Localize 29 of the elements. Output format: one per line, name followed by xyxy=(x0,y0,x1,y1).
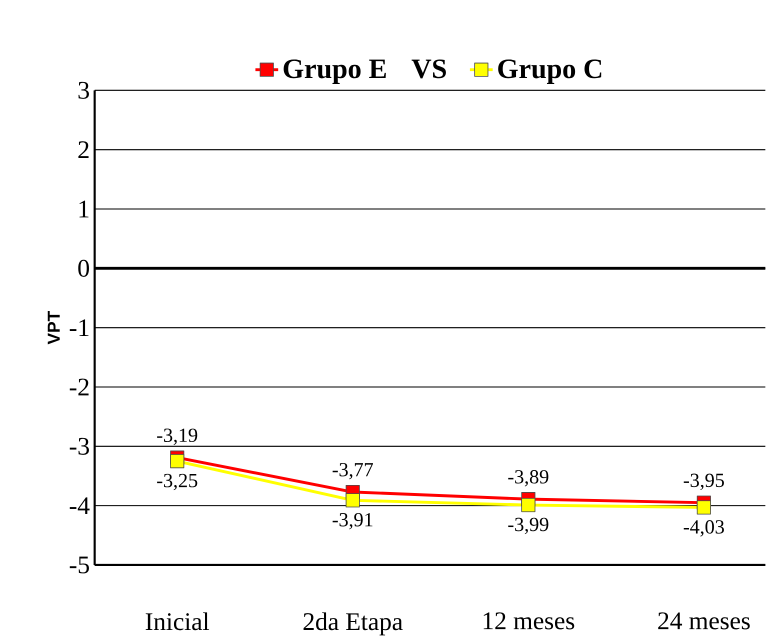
point xyxy=(521,498,536,512)
text: VS xyxy=(412,59,446,78)
y-tick-label: -5 xyxy=(70,556,89,574)
y-tick-label: -1 xyxy=(70,319,88,336)
y-tick-label: -2 xyxy=(70,378,89,396)
point xyxy=(696,500,711,514)
y-tick-label: 3 xyxy=(78,82,89,99)
data-label: -3,19 xyxy=(157,428,198,445)
data-label: -3,99 xyxy=(508,518,548,534)
y-axis-title: VPT xyxy=(48,311,60,344)
legend-label: Grupo C xyxy=(498,59,602,84)
data-label: -3,25 xyxy=(157,474,198,490)
y-tick-label: 2 xyxy=(78,141,89,158)
data-label: -3,89 xyxy=(508,470,548,486)
data-label: -3,77 xyxy=(332,462,373,480)
y-tick-label: -3 xyxy=(70,438,89,455)
data-label: -3,91 xyxy=(332,513,372,530)
x-tick-label: 2da Etapa xyxy=(304,612,403,636)
y-tick-label: 0 xyxy=(78,260,89,277)
y-tick-label: -4 xyxy=(70,497,90,514)
point xyxy=(346,493,360,508)
data-label: -4,03 xyxy=(684,520,724,537)
y-tick-label: 1 xyxy=(80,200,88,218)
x-tick-label: 24 meses xyxy=(658,612,750,630)
x-tick-label: Inicial xyxy=(146,612,210,630)
data-label: -3,95 xyxy=(684,474,724,490)
point xyxy=(170,454,184,468)
x-tick-label: 12 meses xyxy=(484,612,574,630)
legend-label: Grupo E xyxy=(284,59,386,84)
